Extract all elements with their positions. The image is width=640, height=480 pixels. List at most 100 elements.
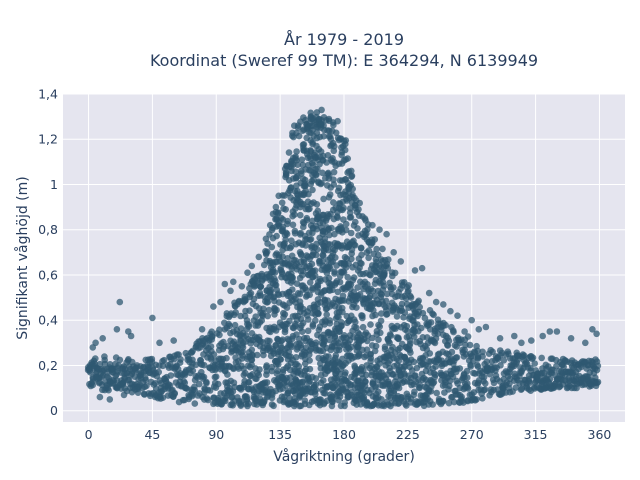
data-point	[385, 256, 392, 263]
data-point	[283, 230, 291, 238]
data-point	[275, 361, 282, 368]
data-point	[371, 236, 379, 243]
data-point	[479, 348, 486, 356]
data-point	[326, 191, 334, 198]
data-point	[529, 354, 537, 362]
data-point	[285, 149, 293, 156]
data-point	[289, 335, 296, 343]
data-point	[415, 297, 423, 305]
data-point	[221, 280, 229, 288]
data-point	[395, 384, 403, 392]
data-point	[330, 121, 337, 129]
data-point	[306, 205, 313, 213]
data-point	[132, 364, 139, 372]
data-point	[367, 321, 374, 328]
data-point	[295, 263, 302, 270]
data-point	[454, 312, 461, 320]
data-point	[167, 372, 175, 379]
data-point	[270, 402, 277, 410]
data-point	[282, 169, 290, 176]
data-point	[312, 251, 320, 259]
data-point	[342, 369, 349, 376]
data-point	[283, 304, 291, 312]
data-point	[348, 167, 355, 175]
data-point	[255, 253, 263, 261]
data-point	[473, 342, 480, 350]
data-point	[397, 258, 405, 265]
data-point	[295, 132, 303, 140]
data-point	[334, 117, 341, 125]
data-point	[234, 300, 241, 308]
data-point	[349, 185, 357, 193]
data-point	[411, 388, 418, 396]
data-point	[347, 229, 355, 237]
data-point	[189, 367, 197, 375]
data-point	[312, 381, 320, 388]
data-point	[456, 391, 464, 399]
data-point	[277, 356, 285, 363]
data-point	[305, 316, 312, 323]
data-point	[497, 362, 504, 369]
data-point	[127, 332, 135, 340]
data-point	[473, 396, 480, 403]
data-point	[330, 147, 338, 155]
data-point	[208, 328, 215, 336]
data-point	[302, 182, 309, 189]
data-point	[200, 373, 208, 381]
data-point	[424, 363, 432, 370]
data-point	[101, 360, 109, 368]
data-point	[378, 310, 385, 317]
data-point	[344, 273, 352, 281]
data-point	[299, 175, 307, 183]
data-point	[350, 316, 358, 323]
data-point	[257, 283, 264, 291]
data-point	[307, 338, 314, 345]
data-point	[264, 298, 272, 306]
data-point	[308, 260, 316, 268]
data-point	[331, 230, 338, 238]
data-point	[350, 274, 358, 281]
data-point	[105, 386, 112, 394]
data-point	[358, 251, 365, 259]
data-point	[445, 399, 453, 407]
data-point	[326, 231, 333, 239]
data-point	[528, 337, 535, 344]
data-point	[181, 371, 189, 379]
data-point	[539, 332, 546, 340]
data-point	[262, 235, 270, 243]
data-point	[292, 354, 300, 361]
data-point	[182, 384, 190, 392]
data-point	[427, 319, 435, 326]
data-point	[297, 211, 304, 219]
data-point	[244, 269, 251, 277]
data-point	[299, 271, 306, 279]
data-point	[196, 380, 203, 388]
data-point	[288, 343, 295, 351]
data-point	[246, 307, 253, 315]
data-point	[489, 348, 496, 356]
data-point	[247, 290, 255, 297]
data-point	[277, 342, 284, 349]
data-point	[217, 298, 224, 306]
data-point	[269, 210, 277, 218]
y-tick-label: 1	[50, 177, 58, 192]
data-point	[464, 385, 472, 392]
data-point	[278, 199, 286, 206]
data-point	[210, 303, 217, 310]
x-tick-label: 360	[588, 427, 612, 442]
data-point	[279, 369, 287, 376]
data-point	[200, 361, 208, 369]
data-point	[299, 379, 306, 386]
data-point	[483, 358, 491, 366]
data-point	[281, 326, 289, 333]
data-point	[407, 349, 414, 357]
data-point	[242, 297, 249, 304]
data-point	[367, 357, 374, 365]
data-point	[525, 378, 532, 385]
data-point	[253, 351, 261, 359]
data-point	[116, 356, 124, 364]
data-point	[340, 269, 348, 276]
data-point	[390, 284, 397, 291]
x-tick-label: 225	[396, 427, 420, 442]
data-point	[330, 181, 338, 188]
